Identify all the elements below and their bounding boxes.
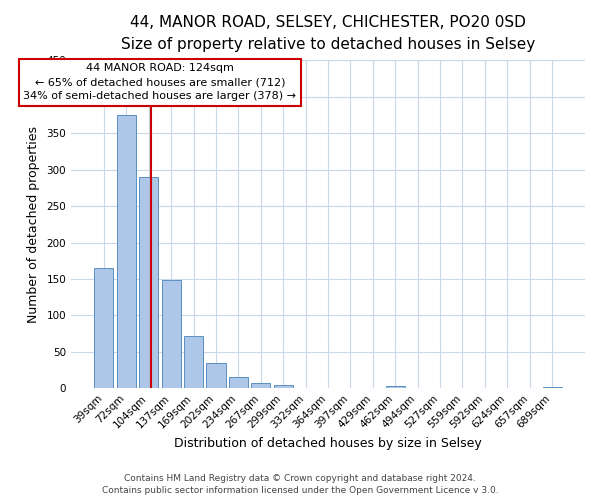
Bar (251, 383, 271, 388)
Title: 44, MANOR ROAD, SELSEY, CHICHESTER, PO20 0SD
Size of property relative to detach: 44, MANOR ROAD, SELSEY, CHICHESTER, PO20… (121, 15, 535, 52)
Bar (94, 268, 113, 388)
Bar (117, 115, 136, 388)
Bar (161, 280, 181, 388)
Bar (206, 363, 226, 388)
X-axis label: Distribution of detached houses by size in Selsey: Distribution of detached houses by size … (174, 437, 482, 450)
Y-axis label: Number of detached properties: Number of detached properties (26, 126, 40, 323)
Bar (184, 336, 203, 388)
Bar (139, 177, 158, 388)
Text: Contains HM Land Registry data © Crown copyright and database right 2024.
Contai: Contains HM Land Registry data © Crown c… (101, 474, 499, 495)
Bar (274, 384, 293, 388)
Bar (542, 387, 562, 388)
Text: 44 MANOR ROAD: 124sqm
← 65% of detached houses are smaller (712)
34% of semi-det: 44 MANOR ROAD: 124sqm ← 65% of detached … (23, 63, 296, 101)
Bar (386, 386, 405, 388)
Bar (229, 376, 248, 388)
